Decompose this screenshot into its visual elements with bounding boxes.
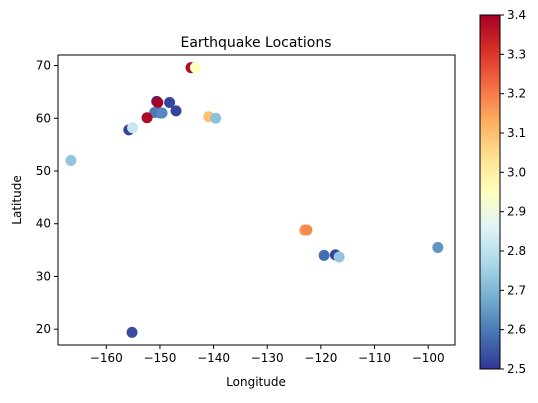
x-axis-label: Longitude — [226, 375, 286, 389]
x-tick-label: −150 — [143, 351, 176, 365]
y-tick-label: 40 — [36, 217, 51, 231]
colorbar-tick-label: 2.8 — [507, 244, 526, 258]
y-tick-label: 50 — [36, 164, 51, 178]
scatter-point — [156, 107, 168, 119]
x-tick-label: −110 — [358, 351, 391, 365]
chart-title: Earthquake Locations — [180, 35, 331, 51]
colorbar-tick-label: 3.2 — [507, 87, 526, 101]
x-tick-label: −100 — [412, 351, 445, 365]
x-tick-label: −120 — [304, 351, 337, 365]
colorbar-gradient — [480, 15, 500, 369]
colorbar-tick-label: 3.4 — [507, 8, 526, 22]
x-axis-ticks: −160 −150 −140 −130 −120 −110 −100 — [90, 345, 445, 365]
scatter-point — [170, 105, 182, 117]
colorbar-tick-label: 2.9 — [507, 205, 526, 219]
scatter-point — [152, 96, 164, 108]
colorbar-tick-label: 3.3 — [507, 47, 526, 61]
colorbar-frame — [479, 14, 501, 370]
y-tick-label: 20 — [36, 322, 51, 336]
scatter-point — [141, 112, 153, 124]
scatter-point — [210, 112, 222, 124]
y-tick-label: 60 — [36, 111, 51, 125]
y-tick-label: 70 — [36, 59, 51, 73]
colorbar-ticks: 2.5 2.6 2.7 2.8 2.9 3.0 3.1 3.2 3.3 3.4 — [500, 8, 526, 376]
scatter-point — [301, 224, 313, 236]
colorbar-tick-label: 2.6 — [507, 323, 526, 337]
scatter-point — [127, 122, 139, 134]
scatter-point — [65, 154, 77, 166]
x-tick-label: −140 — [197, 351, 230, 365]
x-tick-label: −160 — [90, 351, 123, 365]
scatter-point — [432, 241, 444, 253]
y-tick-label: 30 — [36, 269, 51, 283]
plot-frame — [57, 54, 456, 346]
scatter-point — [333, 251, 345, 263]
colorbar-tick-label: 2.5 — [507, 362, 526, 376]
y-axis-label: Latitude — [10, 175, 24, 224]
scatter-point — [164, 96, 176, 108]
x-tick-label: −130 — [251, 351, 284, 365]
colorbar-tick-label: 3.1 — [507, 126, 526, 140]
scatter-point — [189, 62, 201, 74]
colorbar-tick-label: 3.0 — [507, 165, 526, 179]
scatter-points — [65, 62, 444, 338]
scatter-point — [126, 326, 138, 338]
y-axis-ticks: 20 30 40 50 60 70 — [36, 59, 58, 336]
scatter-point — [318, 249, 330, 261]
colorbar-tick-label: 2.7 — [507, 283, 526, 297]
